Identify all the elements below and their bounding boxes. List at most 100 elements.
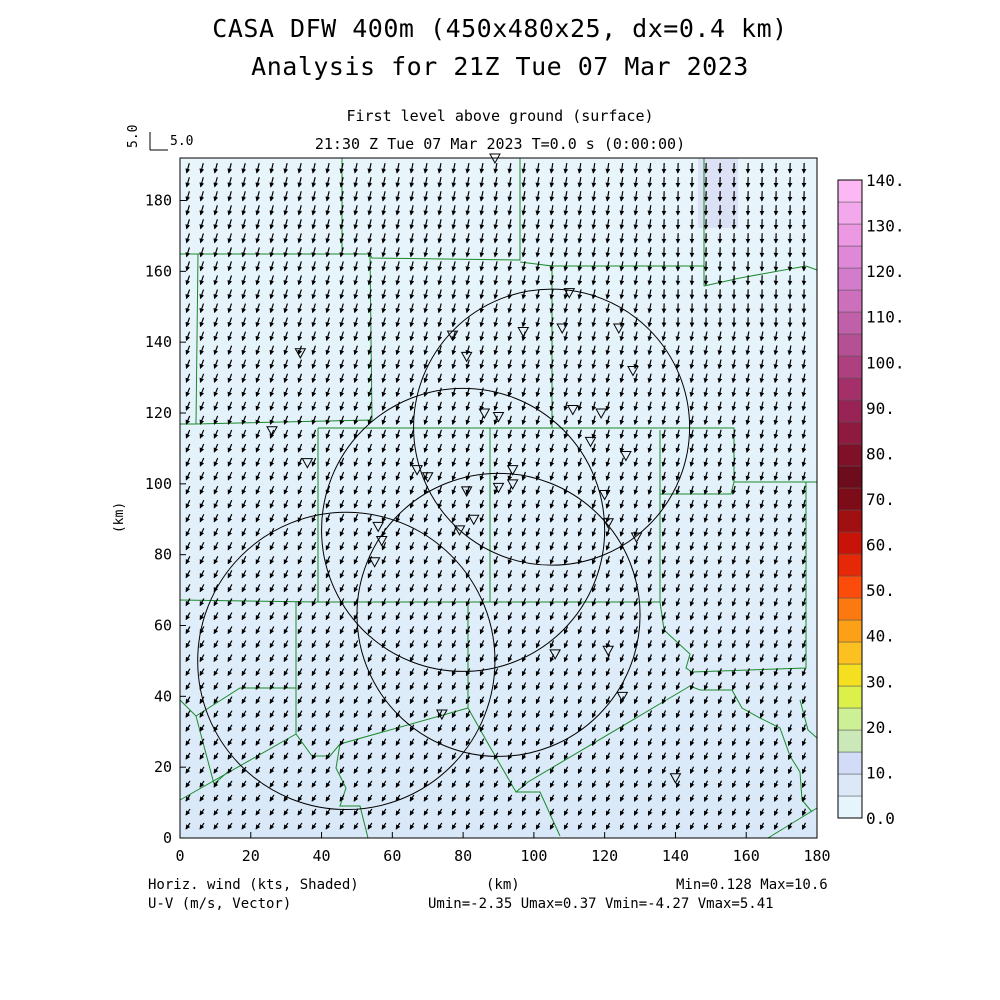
wind-vector <box>647 162 653 174</box>
wind-vector <box>199 373 205 383</box>
wind-vector <box>521 317 527 328</box>
wind-vector <box>185 261 191 272</box>
wind-vector <box>563 247 569 258</box>
wind-vector <box>367 359 373 370</box>
wind-vector <box>661 331 667 342</box>
wind-vector <box>437 205 443 216</box>
wind-vector <box>563 345 569 356</box>
wind-vector <box>255 303 261 314</box>
wind-vector <box>311 233 317 244</box>
wind-vector <box>605 233 611 244</box>
wind-vector <box>577 331 583 342</box>
wind-vector <box>535 373 541 384</box>
wind-vector <box>689 331 695 342</box>
wind-vector <box>493 373 499 384</box>
wind-vector <box>423 163 429 174</box>
wind-vector <box>395 219 401 230</box>
x-tick-label: 180 <box>803 847 830 865</box>
wind-vector <box>717 345 723 356</box>
wind-vector <box>423 303 429 314</box>
wind-vector <box>633 191 639 202</box>
reference-vector-label-x: 5.0 <box>170 134 194 149</box>
wind-vector <box>465 289 471 300</box>
wind-vector <box>241 331 247 342</box>
wind-vector <box>423 289 429 300</box>
colorbar-swatch <box>837 399 863 423</box>
wind-vector <box>577 162 583 174</box>
wind-vector <box>213 289 219 300</box>
y-tick-label: 160 <box>145 262 172 280</box>
wind-vector <box>409 219 415 230</box>
wind-vector <box>493 303 499 314</box>
wind-vector <box>325 205 331 216</box>
wind-vector <box>325 247 331 258</box>
colorbar-label: 30. <box>866 672 895 691</box>
wind-vector <box>297 261 303 272</box>
wind-vector <box>577 303 583 314</box>
wind-vector <box>283 219 289 230</box>
wind-vector <box>577 233 583 244</box>
wind-vector-field <box>185 162 807 830</box>
wind-vector <box>269 303 275 314</box>
wind-vector <box>773 373 779 384</box>
wind-vector <box>381 373 387 384</box>
wind-vector <box>703 373 709 384</box>
wind-vector <box>353 233 359 244</box>
wind-vector <box>339 373 345 384</box>
wind-vector <box>605 303 611 314</box>
wind-vector <box>563 317 569 328</box>
wind-vector <box>535 359 541 370</box>
wind-vector <box>577 247 583 258</box>
wind-vector <box>255 261 261 272</box>
wind-vector <box>227 303 233 314</box>
wind-vector <box>801 331 807 342</box>
wind-vector <box>675 359 681 370</box>
wind-vector <box>353 163 359 174</box>
colorbar-swatch <box>837 575 863 599</box>
wind-vector <box>199 177 205 188</box>
colorbar: 0.0 10. 20. 30. 40. 50. 60. 70. 80. 90. 100. 110. 12… <box>837 171 905 828</box>
wind-vector <box>185 373 191 383</box>
wind-vector <box>339 275 345 286</box>
wind-vector <box>591 162 597 174</box>
wind-vector <box>311 205 317 216</box>
x-tick-label: 40 <box>313 847 331 865</box>
wind-vector <box>605 345 611 356</box>
colorbar-swatch <box>837 619 863 643</box>
wind-vector <box>325 177 331 188</box>
wind-vector <box>185 289 191 300</box>
wind-vector <box>507 191 513 202</box>
wind-vector <box>493 191 499 202</box>
wind-vector <box>227 373 233 383</box>
wind-vector <box>269 177 275 188</box>
wind-vector <box>199 331 205 342</box>
wind-vector <box>465 233 471 244</box>
wind-vector <box>283 261 289 272</box>
wind-vector <box>339 317 345 328</box>
wind-vector <box>227 177 233 188</box>
wind-vector <box>773 331 779 342</box>
wind-vector <box>661 359 667 370</box>
colorbar-swatch <box>837 311 863 335</box>
wind-vector <box>241 345 247 356</box>
wind-vector <box>535 289 541 300</box>
wind-vector <box>409 191 415 202</box>
wind-vector <box>591 303 597 314</box>
wind-vector <box>227 289 233 300</box>
wind-vector <box>731 331 737 342</box>
y-tick-label: 40 <box>154 687 172 705</box>
wind-vector <box>283 191 289 202</box>
wind-vector <box>241 233 247 244</box>
wind-vector <box>465 275 471 286</box>
wind-vector <box>353 247 359 258</box>
wind-vector <box>493 219 499 230</box>
wind-vector <box>423 205 429 216</box>
wind-vector <box>297 205 303 216</box>
wind-vector <box>339 289 345 300</box>
colorbar-swatch <box>837 465 863 489</box>
wind-vector <box>395 331 401 342</box>
wind-vector <box>675 331 681 342</box>
x-tick-label: 60 <box>383 847 401 865</box>
wind-vector <box>381 261 387 272</box>
wind-vector <box>619 233 625 244</box>
